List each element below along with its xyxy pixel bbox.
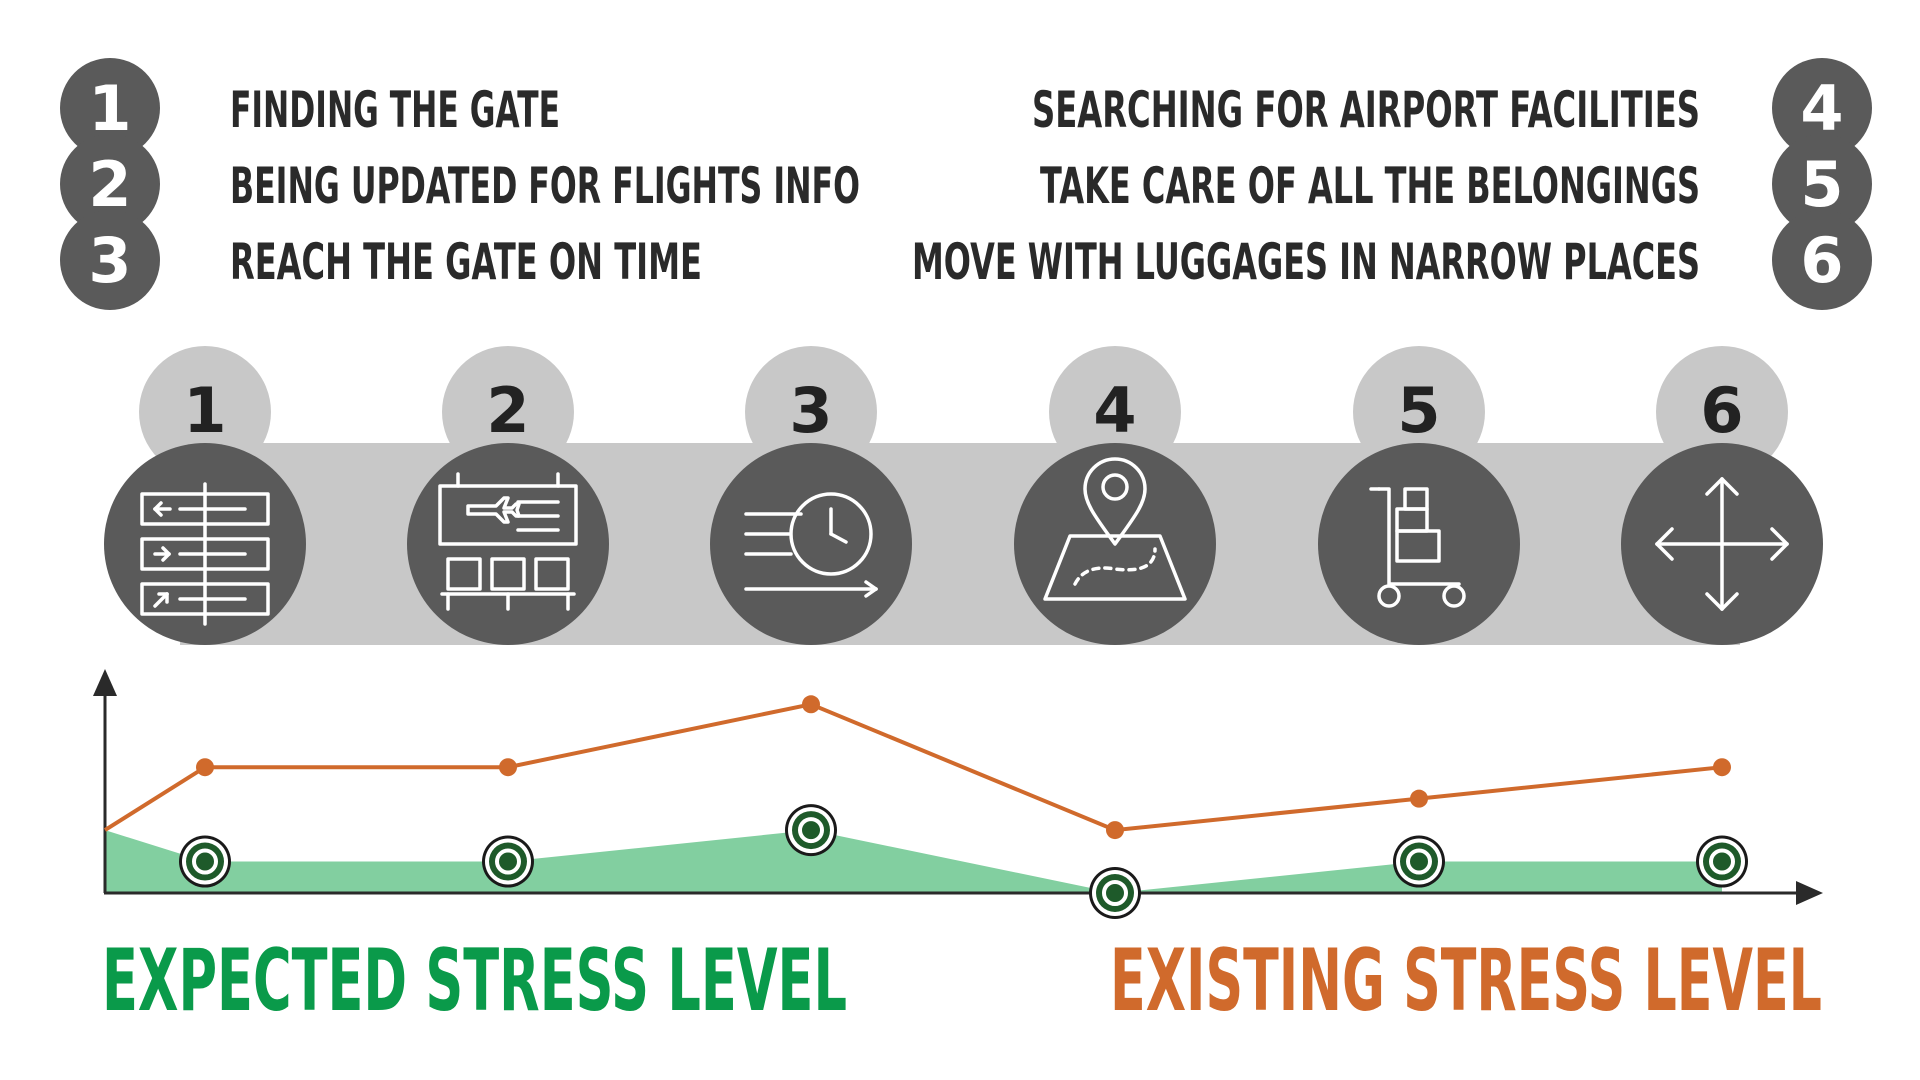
existing-point-2 <box>499 758 517 777</box>
legend-badge-number: 6 <box>1800 224 1843 297</box>
step-tab-number: 2 <box>486 374 529 447</box>
legend-badge-number: 4 <box>1800 72 1843 145</box>
step-circle-5 <box>1318 443 1520 645</box>
step-circle-1 <box>104 443 306 645</box>
legend-badge-2 <box>60 134 160 234</box>
legend-label-1: FINDING THE GATE <box>230 81 560 139</box>
step-circle-6 <box>1621 443 1823 645</box>
departure-board-seats-icon <box>438 472 578 611</box>
existing-point-1 <box>196 758 214 777</box>
journey-band: 1 2 3 4 5 6 <box>104 346 1823 645</box>
step-tab-2 <box>442 346 574 478</box>
expected-stress-label: EXPECTED STRESS LEVEL <box>102 931 847 1031</box>
legend-badge-6 <box>1772 210 1872 310</box>
existing-point-6 <box>1713 758 1731 777</box>
step-tab-number: 5 <box>1397 374 1440 447</box>
expected-stress-area <box>105 830 1722 893</box>
existing-stress-label: EXISTING STRESS LEVEL <box>1110 931 1822 1031</box>
legend-badge-number: 5 <box>1800 148 1843 221</box>
step-tab-6 <box>1656 346 1788 478</box>
step-tab-1 <box>139 346 271 478</box>
existing-stress-line <box>103 702 1723 833</box>
step-circle-4 <box>1014 443 1216 645</box>
step-tab-5 <box>1353 346 1485 478</box>
legend-badge-1 <box>60 58 160 158</box>
legend-badge-4 <box>1772 58 1872 158</box>
legend-label-4: SEARCHING FOR AIRPORT FACILITIES <box>1032 81 1700 139</box>
existing-point-5 <box>1410 789 1428 808</box>
legend-label-5: TAKE CARE OF ALL THE BELONGINGS <box>1040 157 1700 215</box>
luggage-trolley-icon <box>1369 487 1466 608</box>
step-number-tabs: 1 2 3 4 5 6 <box>139 346 1788 478</box>
legend-badge-number: 3 <box>88 224 131 297</box>
step-tab-3 <box>745 346 877 478</box>
x-axis-arrow <box>1796 881 1823 905</box>
step-circle-3 <box>710 443 912 645</box>
legend-badge-3 <box>60 210 160 310</box>
step-circle-2 <box>407 443 609 645</box>
existing-point-3 <box>802 695 820 714</box>
existing-stress-points <box>196 695 1731 840</box>
step-tab-number: 1 <box>183 374 226 447</box>
stress-chart <box>93 669 1823 919</box>
expected-stress-points <box>179 804 1748 919</box>
existing-point-4 <box>1106 821 1124 840</box>
legend-badge-5 <box>1772 134 1872 234</box>
expected-point-6 <box>1696 835 1748 888</box>
legend-label-6: MOVE WITH LUGGAGES IN NARROW PLACES <box>912 233 1700 291</box>
step-tab-number: 3 <box>789 374 832 447</box>
expected-point-5 <box>1393 835 1445 888</box>
y-axis-arrow <box>93 669 117 696</box>
map-location-pin-icon <box>1043 457 1187 601</box>
step-tab-number: 6 <box>1700 374 1743 447</box>
legend-label-2: BEING UPDATED FOR FLIGHTS INFO <box>230 157 860 215</box>
legend-label-3: REACH THE GATE ON TIME <box>230 233 702 291</box>
direction-signpost-icon <box>140 482 270 626</box>
legend-badge-number: 2 <box>88 148 131 221</box>
expected-point-1 <box>179 835 231 888</box>
legend-left: 1 2 3 FINDING THE GATE BEING UPDATED FOR… <box>60 58 860 310</box>
expected-point-2 <box>482 835 534 888</box>
step-icon-circles <box>104 443 1823 645</box>
steps-legend: 1 2 3 FINDING THE GATE BEING UPDATED FOR… <box>60 58 1872 310</box>
legend-badge-number: 1 <box>88 72 131 145</box>
fast-clock-icon <box>744 492 878 598</box>
step-tab-4 <box>1049 346 1181 478</box>
expected-point-4 <box>1089 867 1141 919</box>
move-arrows-icon <box>1655 477 1789 611</box>
expected-point-3 <box>785 804 837 857</box>
step-tab-number: 4 <box>1093 374 1136 447</box>
legend-right: SEARCHING FOR AIRPORT FACILITIES TAKE CA… <box>912 58 1872 310</box>
